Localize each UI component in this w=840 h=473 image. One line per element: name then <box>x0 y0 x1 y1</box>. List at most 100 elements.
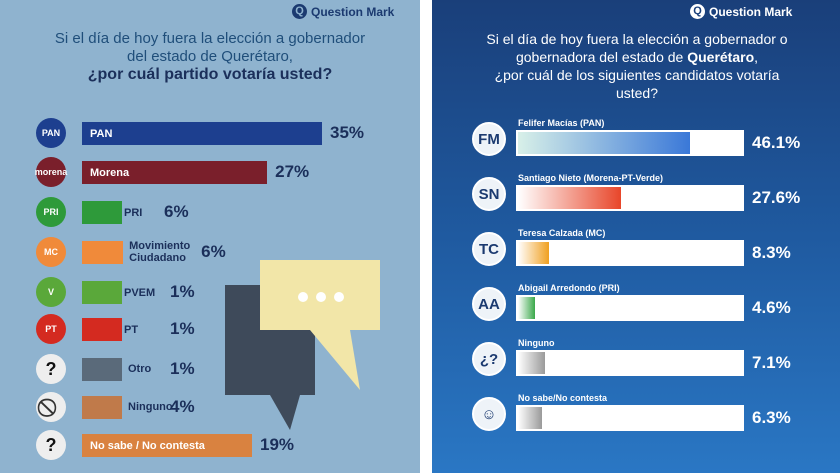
candidate-avatar: TC <box>472 232 506 266</box>
candidate-row: ¿? Ninguno 7.1% <box>472 338 832 382</box>
right-poll-panel: Q Question Mark Si el día de hoy fuera l… <box>432 0 840 473</box>
dark-bubble-tail <box>270 395 300 430</box>
dot-icon <box>316 292 326 302</box>
candidate-row: TC Teresa Calzada (MC) 8.3% <box>472 228 832 272</box>
bar <box>518 187 622 209</box>
candidate-name: Santiago Nieto (Morena-PT-Verde) <box>518 173 664 183</box>
value-label: 6.3% <box>752 408 791 427</box>
party-logo-icon: PT <box>36 314 66 344</box>
dot-icon <box>298 292 308 302</box>
value-label: 1% <box>170 319 195 338</box>
bar-label: Movimiento Ciudadano <box>129 240 191 264</box>
candidate-name: Felifer Macías (PAN) <box>518 118 605 128</box>
value-label: 7.1% <box>752 353 791 372</box>
candidate-avatar: FM <box>472 122 506 156</box>
bar-row: V PVEM 1% <box>36 277 396 307</box>
bar-row: MC Movimiento Ciudadano 6% <box>36 237 396 267</box>
value-label: 4.6% <box>752 298 791 317</box>
value-label: 35% <box>330 123 365 142</box>
party-logo-icon: PAN <box>36 118 66 148</box>
candidate-name: Teresa Calzada (MC) <box>518 228 606 238</box>
bar: PRI <box>124 201 142 224</box>
bar-row: PAN PAN 35% <box>36 118 396 148</box>
value-label: 8.3% <box>752 243 791 262</box>
title-line: Si el día de hoy fuera la elección a gob… <box>54 30 366 47</box>
value-label: 27% <box>275 162 310 181</box>
value-label: 6% <box>164 202 189 221</box>
bar-row: PRI PRI 6% <box>36 197 396 227</box>
yellow-bubble-tail <box>310 330 360 390</box>
bar <box>518 352 545 374</box>
bar <box>518 297 536 319</box>
bar-label: Ninguno <box>128 401 173 413</box>
candidate-name: No sabe/No contesta <box>518 393 608 403</box>
bar <box>82 358 122 381</box>
candidate-row: FM Felifer Macías (PAN) 46.1% <box>472 118 832 162</box>
title-line: Si el día de hoy fuera la elección a gob… <box>486 31 788 47</box>
candidate-avatar: SN <box>472 177 506 211</box>
dot-icon <box>334 292 344 302</box>
bar-row: morena Morena 27% <box>35 157 396 187</box>
bar-label: PT <box>124 323 139 336</box>
brand-name: Question Mark <box>709 4 793 19</box>
bar-track <box>516 350 744 376</box>
title-line: del estado de Querétaro, <box>127 48 293 65</box>
brand-logo-right: Q Question Mark <box>690 4 792 19</box>
candidate-row: AA Abigail Arredondo (PRI) 4.6% <box>472 283 832 327</box>
candidate-row: ☺ No sabe/No contesta 6.3% <box>472 393 832 437</box>
question-mark-icon: Q <box>292 4 307 19</box>
party-logo-icon: V <box>36 277 66 307</box>
brand-logo-left: Q Question Mark <box>292 4 394 19</box>
value-label: 4% <box>170 397 195 416</box>
bar <box>82 318 122 341</box>
party-logo-icon: PRI <box>36 197 66 227</box>
bar-track <box>516 405 744 431</box>
bar-track <box>516 240 744 266</box>
question-icon: ¿? <box>472 342 506 376</box>
bar <box>518 132 691 154</box>
bar-track <box>516 295 744 321</box>
bar-label: Otro <box>128 363 152 375</box>
bar: PVEM <box>124 281 155 304</box>
value-label: 1% <box>170 359 195 378</box>
person-shrug-icon: ☺ <box>472 397 506 431</box>
bar-row: ? Otro 1% <box>36 354 396 384</box>
bar <box>518 407 542 429</box>
candidate-row: SN Santiago Nieto (Morena-PT-Verde) 27.6% <box>472 173 832 217</box>
bar-label: PRI <box>124 206 143 219</box>
bar: Morena <box>82 161 268 184</box>
brand-name: Question Mark <box>311 4 395 19</box>
left-chart-title: Si el día de hoy fuera la elección a gob… <box>20 30 400 84</box>
candidate-name: Ninguno <box>518 338 555 348</box>
party-logo-icon: ? <box>36 430 66 460</box>
party-logo-icon: ⃠ <box>36 392 66 422</box>
bar: PAN <box>82 122 322 145</box>
value-label: 19% <box>260 435 295 454</box>
left-poll-panel: Q Question Mark Si el día de hoy fuera l… <box>0 0 420 473</box>
title-line: gobernadora del estado de <box>515 49 684 65</box>
bar <box>82 396 122 419</box>
bar: No sabe / No contesta <box>82 434 252 457</box>
party-logo-icon: morena <box>35 157 67 187</box>
bar-label: No sabe / No contesta <box>90 439 205 452</box>
bar-label: Morena <box>90 166 130 179</box>
value-label: 46.1% <box>752 133 801 152</box>
bar-track <box>516 185 744 211</box>
bar <box>82 201 122 224</box>
bar <box>518 242 549 264</box>
title-line: usted? <box>615 85 659 101</box>
title-emphasis: Querétaro <box>687 49 755 65</box>
question-mark-icon: Q <box>690 4 705 19</box>
value-label: 27.6% <box>752 188 801 207</box>
bar-row: PT PT 1% <box>36 314 396 344</box>
candidate-avatar: AA <box>472 287 506 321</box>
speech-bubbles-illustration <box>225 260 380 430</box>
party-logo-icon: ? <box>36 354 66 384</box>
bar-track <box>516 130 744 156</box>
title-emphasis: ¿por cuál partido votaría usted? <box>87 66 333 83</box>
bar-label: PVEM <box>124 286 156 299</box>
value-label: 1% <box>170 282 195 301</box>
value-label: 6% <box>201 242 226 261</box>
candidate-name: Abigail Arredondo (PRI) <box>518 283 620 293</box>
